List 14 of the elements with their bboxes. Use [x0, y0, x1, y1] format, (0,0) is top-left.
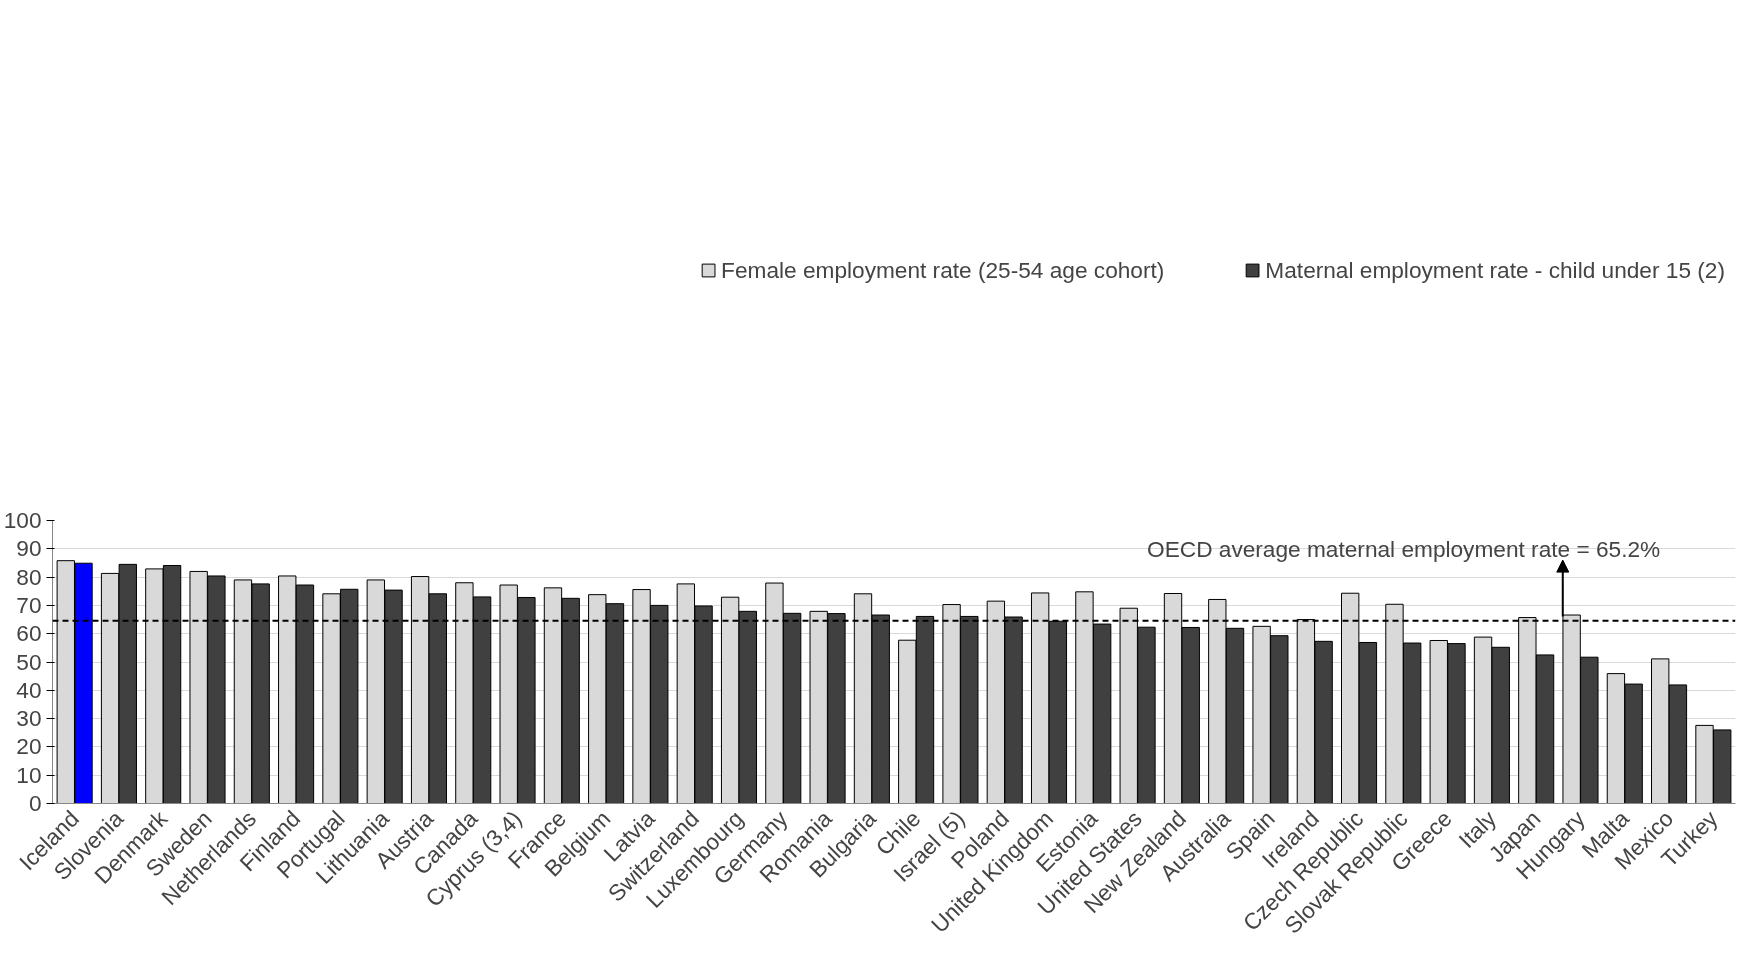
y-tick-label: 70: [16, 591, 42, 618]
legend-label: Maternal employment rate - child under 15 (2): [1265, 256, 1725, 284]
y-tick-label: 50: [16, 648, 42, 675]
y-tick-label: 30: [16, 705, 42, 732]
y-tick-label: 10: [16, 761, 42, 788]
y-tick-label: 20: [16, 733, 42, 760]
legend-label: Female employment rate (25-54 age cohort): [721, 256, 1165, 284]
y-tick-label: 80: [16, 563, 42, 590]
annotation: OECD average maternal employment rate = 65.2%: [1147, 535, 1661, 562]
y-tick-label: 100: [3, 507, 42, 533]
y-tick-label: 0: [28, 790, 42, 816]
y-tick-label: 60: [16, 620, 42, 647]
y-tick-label: 40: [16, 676, 42, 703]
y-tick-label: 90: [16, 535, 42, 562]
